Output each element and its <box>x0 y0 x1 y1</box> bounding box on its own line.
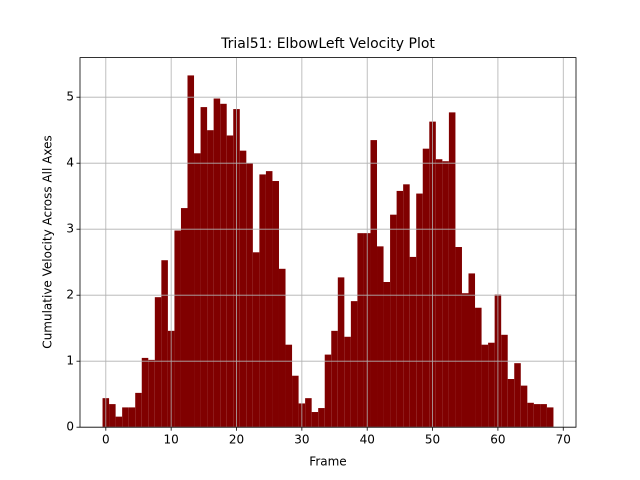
bar <box>331 330 338 428</box>
bar <box>403 184 410 428</box>
bar <box>252 252 260 428</box>
bar <box>174 230 181 428</box>
bar <box>481 344 489 428</box>
bar <box>148 359 155 428</box>
x-tick-label: 20 <box>229 433 244 447</box>
bar <box>435 159 443 428</box>
bar <box>187 75 195 428</box>
x-tick-label: 70 <box>556 433 571 447</box>
bar <box>370 140 378 428</box>
bar <box>390 214 397 428</box>
bar <box>507 379 515 428</box>
bar <box>135 392 142 428</box>
bar <box>220 103 227 428</box>
bar <box>533 404 541 428</box>
bar <box>200 107 208 428</box>
y-tick-label: 3 <box>66 222 74 236</box>
x-tick-label: 60 <box>490 433 505 447</box>
bar <box>226 135 234 428</box>
bar <box>488 342 495 428</box>
bar <box>154 297 162 428</box>
bar <box>475 307 482 428</box>
y-axis-label: Cumulative Velocity Across All Axes <box>41 135 55 348</box>
bar <box>305 398 312 428</box>
bar <box>285 344 293 428</box>
bar <box>540 404 547 428</box>
x-tick-label: 40 <box>360 433 375 447</box>
bar <box>396 190 404 428</box>
bar <box>501 334 508 428</box>
bar <box>468 273 476 428</box>
x-tick-label: 10 <box>164 433 179 447</box>
bar <box>311 412 319 428</box>
bar <box>409 256 417 428</box>
y-tick-label: 2 <box>66 288 74 302</box>
bar <box>265 171 273 428</box>
bar <box>239 150 247 428</box>
bar <box>128 407 136 428</box>
bar <box>383 282 391 428</box>
y-tick-label: 5 <box>66 90 74 104</box>
x-axis-label: Frame <box>309 455 346 469</box>
bar <box>514 363 521 428</box>
bar <box>442 161 449 428</box>
bar <box>337 277 345 428</box>
bar <box>324 354 332 428</box>
bar <box>344 336 351 428</box>
bar <box>455 247 462 428</box>
bar <box>207 130 214 428</box>
bar <box>213 98 221 428</box>
bar <box>546 407 554 428</box>
bar <box>109 404 116 428</box>
x-tick-label: 30 <box>294 433 309 447</box>
bar <box>416 193 423 428</box>
y-tick-label: 4 <box>66 156 74 170</box>
bar <box>350 301 358 428</box>
plot-frame <box>79 57 577 428</box>
bar <box>292 375 299 428</box>
bar <box>194 153 201 428</box>
x-tick-label: 50 <box>425 433 440 447</box>
bar <box>259 174 266 428</box>
y-tick-label: 1 <box>66 354 74 368</box>
bar <box>448 112 456 428</box>
bar <box>422 148 430 428</box>
x-tick-label: 0 <box>102 433 110 447</box>
bar <box>278 268 286 428</box>
bar <box>115 416 123 428</box>
bar <box>141 357 149 428</box>
bar <box>180 208 188 428</box>
bar <box>377 246 384 428</box>
bar <box>461 293 469 428</box>
y-tick-label: 0 <box>66 420 74 434</box>
bar <box>357 233 364 428</box>
bar <box>122 407 129 428</box>
bar <box>161 260 168 428</box>
bar <box>272 181 279 428</box>
bar <box>527 402 534 428</box>
chart-title: Trial51: ElbowLeft Velocity Plot <box>220 36 435 52</box>
bar <box>520 385 528 428</box>
bar <box>318 408 325 428</box>
